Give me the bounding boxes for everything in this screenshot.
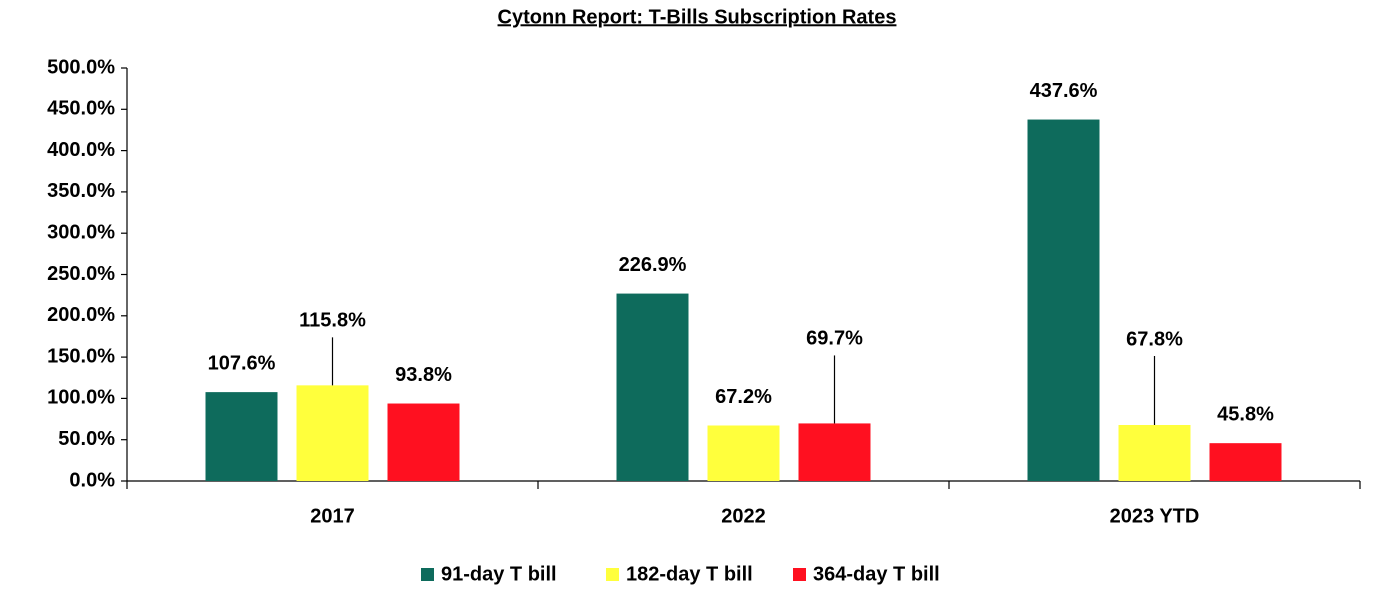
y-tick-label: 50.0% [58,428,115,450]
bar [1027,119,1100,482]
y-tick-label: 150.0% [47,345,115,367]
data-label: 107.6% [208,352,276,374]
data-label: 67.8% [1126,328,1183,350]
bar [387,403,460,481]
bar [296,385,369,481]
legend-label: 182-day T bill [626,563,753,585]
bar [205,392,278,481]
legend-label: 364-day T bill [813,563,940,585]
data-label: 93.8% [395,364,452,386]
data-label: 226.9% [619,254,687,276]
legend-swatch [606,568,619,581]
bar [798,423,871,481]
chart-title: Cytonn Report: T-Bills Subscription Rate… [498,6,897,28]
bar [707,425,780,481]
legend-swatch [793,568,806,581]
x-tick-label: 2017 [310,505,355,527]
data-label: 437.6% [1030,80,1098,102]
y-tick-label: 200.0% [47,304,115,326]
data-label: 115.8% [299,310,366,332]
y-tick-label: 450.0% [47,98,115,120]
y-tick-label: 300.0% [47,221,115,243]
bar [616,293,689,481]
y-tick-label: 0.0% [69,469,115,491]
y-tick-label: 350.0% [47,180,115,202]
data-label: 45.8% [1217,403,1274,425]
x-tick-label: 2022 [721,505,766,527]
bar [1118,424,1191,481]
data-label: 69.7% [806,328,863,350]
y-tick-label: 250.0% [47,263,115,285]
legend-swatch [421,568,434,581]
y-tick-label: 500.0% [47,56,115,78]
bar [1209,443,1282,481]
x-tick-label: 2023 YTD [1110,505,1200,527]
legend-label: 91-day T bill [441,563,557,585]
data-label: 67.2% [715,386,772,408]
y-tick-label: 100.0% [47,387,115,409]
y-tick-label: 400.0% [47,139,115,161]
